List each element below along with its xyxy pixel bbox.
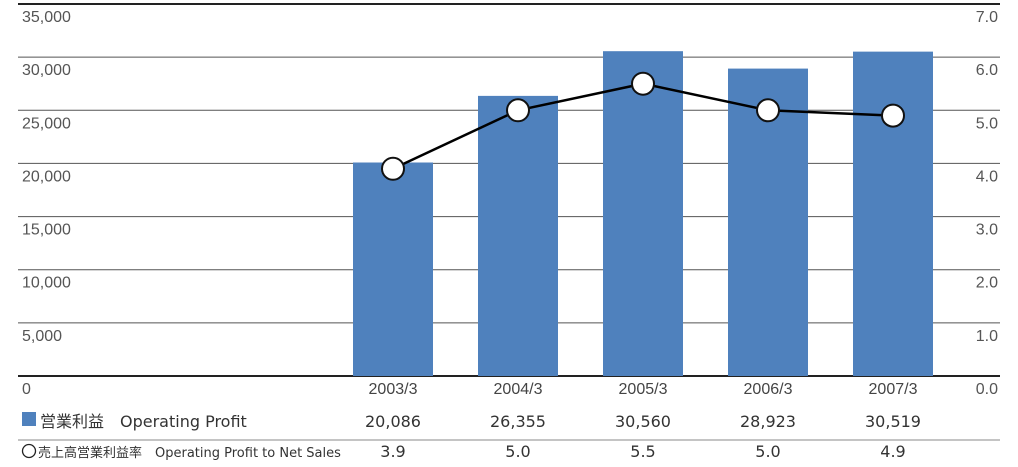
- right-axis-tick-label: 5.0: [976, 115, 998, 132]
- table-value-operating-profit: 26,355: [490, 412, 546, 431]
- table-value-ratio: 5.0: [755, 442, 780, 461]
- category-label: 2005/3: [619, 381, 668, 398]
- legend-square-icon: [22, 412, 36, 426]
- table-value-operating-profit: 30,560: [615, 412, 671, 431]
- right-axis-tick-label: 7.0: [976, 9, 998, 26]
- legend-operating-profit: 営業利益 Operating Profit: [40, 412, 247, 431]
- bar-operating-profit: [353, 162, 433, 376]
- table-value-ratio: 4.9: [880, 442, 905, 461]
- table-value-operating-profit: 20,086: [365, 412, 421, 431]
- legend-circle-icon: [21, 443, 37, 459]
- left-axis-tick-label: 20,000: [22, 168, 71, 185]
- ratio-point-marker: [881, 103, 905, 128]
- table-value-ratio: 5.0: [505, 442, 530, 461]
- bar-operating-profit: [478, 95, 558, 376]
- left-axis-tick-label: 5,000: [22, 328, 62, 345]
- legend-operating-profit-ratio: 売上高営業利益率 Operating Profit to Net Sales: [38, 445, 341, 461]
- left-axis-tick-label: 10,000: [22, 275, 71, 292]
- right-axis-tick-label: 1.0: [976, 328, 998, 345]
- left-axis-tick-label: 0: [22, 381, 31, 398]
- left-axis-tick-label: 25,000: [22, 115, 71, 132]
- axis-ticks: 0 0.0 5,000 1.0 10,000 2.0 15,000 3.0 20,000 4.0 2…: [22, 9, 998, 398]
- bar-operating-profit: [603, 51, 683, 376]
- left-axis-tick-label: 15,000: [22, 222, 71, 239]
- left-axis-tick-label: 35,000: [22, 9, 71, 26]
- category-label: 2006/3: [744, 381, 793, 398]
- ratio-point-marker: [381, 156, 405, 181]
- bar-operating-profit: [853, 51, 933, 377]
- table-value-operating-profit: 30,519: [865, 412, 921, 431]
- left-axis-tick-label: 30,000: [22, 62, 71, 79]
- ratio-line-series: [381, 71, 905, 181]
- table-value-ratio: 5.5: [630, 442, 655, 461]
- category-label: 2004/3: [494, 381, 543, 398]
- right-axis-tick-label: 0.0: [976, 381, 998, 398]
- ratio-point-marker: [756, 98, 780, 123]
- right-axis-tick-label: 6.0: [976, 62, 998, 79]
- right-axis-tick-label: 3.0: [976, 222, 998, 239]
- bar-series: [353, 51, 933, 377]
- right-axis-tick-label: 4.0: [976, 168, 998, 185]
- right-axis-tick-label: 2.0: [976, 275, 998, 292]
- table-value-operating-profit: 28,923: [740, 412, 796, 431]
- data-table: 営業利益 Operating Profit 売上高営業利益率 Operating …: [18, 412, 1000, 461]
- table-value-ratio: 3.9: [380, 442, 405, 461]
- ratio-point-marker: [506, 98, 530, 123]
- ratio-point-marker: [631, 71, 655, 96]
- category-label: 2007/3: [869, 381, 918, 398]
- category-label: 2003/3: [369, 381, 418, 398]
